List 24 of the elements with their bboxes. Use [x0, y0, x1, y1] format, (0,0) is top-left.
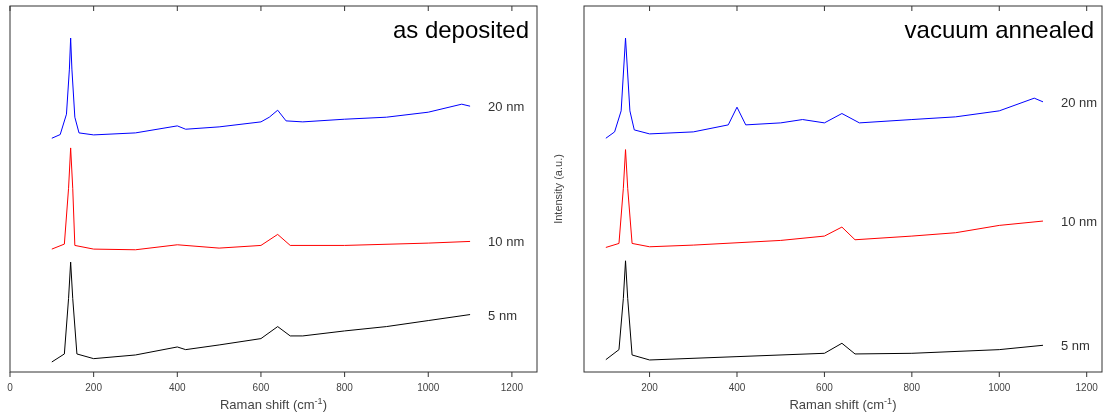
x-tick-label: 400 [168, 382, 187, 393]
series-label: 5 nm [488, 307, 517, 323]
x-tick-label: 1000 [417, 382, 440, 393]
x-tick-label: 1200 [500, 382, 524, 393]
x-axis-title: Raman shift (cm$^{-1}$) [219, 396, 328, 412]
x-tick-label: 200 [641, 382, 659, 393]
chart-title: as deposited [392, 16, 529, 43]
x-tick-label: 1200 [1075, 382, 1099, 393]
x-tick-label: 600 [816, 382, 834, 393]
x-tick-label: 1000 [988, 382, 1011, 393]
x-tick-label: 800 [336, 382, 354, 393]
series-label: 20 nm [1060, 94, 1098, 110]
x-tick-label: 600 [252, 382, 270, 393]
series-label: 5 nm [1060, 338, 1090, 354]
x-tick-label: 800 [903, 382, 921, 393]
x-tick-label: 0 [7, 382, 14, 393]
x-tick-label: 200 [85, 382, 103, 393]
series-label: 10 nm [1060, 214, 1098, 230]
x-tick-label: 400 [728, 382, 746, 393]
y-axis-title: Intensity (a.u.) [552, 154, 564, 224]
series-label: 20 nm [488, 99, 525, 115]
x-axis-title: Raman shift (cm$^{-1}$) [789, 396, 897, 412]
chart-title: vacuum annealed [904, 16, 1094, 43]
series-label: 10 nm [488, 234, 525, 250]
